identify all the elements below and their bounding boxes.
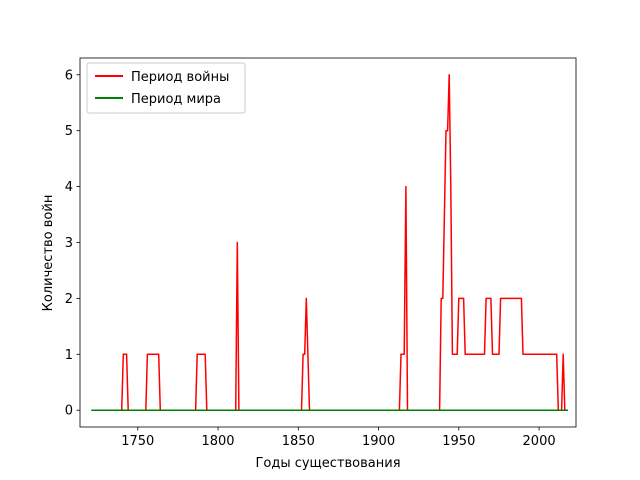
legend: Период войны Период мира: [86, 62, 246, 114]
y-axis-label: Количество войн: [41, 195, 56, 312]
y-tick-label: 3: [65, 236, 73, 251]
y-tick-label: 4: [65, 180, 73, 195]
plot-area: [91, 74, 568, 411]
y-tick-label: 1: [65, 348, 73, 363]
series-line-war: [120, 74, 567, 411]
x-tick-label: 1900: [362, 434, 395, 449]
x-tick-label: 2000: [523, 434, 556, 449]
x-axis-label: Годы существования: [255, 456, 400, 471]
y-tick-label: 2: [65, 292, 73, 307]
x-tick-label: 1850: [282, 434, 315, 449]
legend-frame: [86, 62, 246, 114]
y-tick-label: 0: [65, 404, 73, 419]
legend-label-peace: Период мира: [131, 92, 221, 107]
y-tick-label: 6: [65, 68, 73, 83]
axes-ticks: 1750 1800 1850 1900 1950 2000 0 1 2 3 4 5 6: [65, 57, 577, 449]
y-tick-label: 5: [65, 124, 73, 139]
x-tick-label: 1800: [201, 434, 234, 449]
x-tick-label: 1750: [121, 434, 154, 449]
legend-label-war: Период войны: [131, 70, 229, 85]
x-tick-label: 1950: [442, 434, 475, 449]
